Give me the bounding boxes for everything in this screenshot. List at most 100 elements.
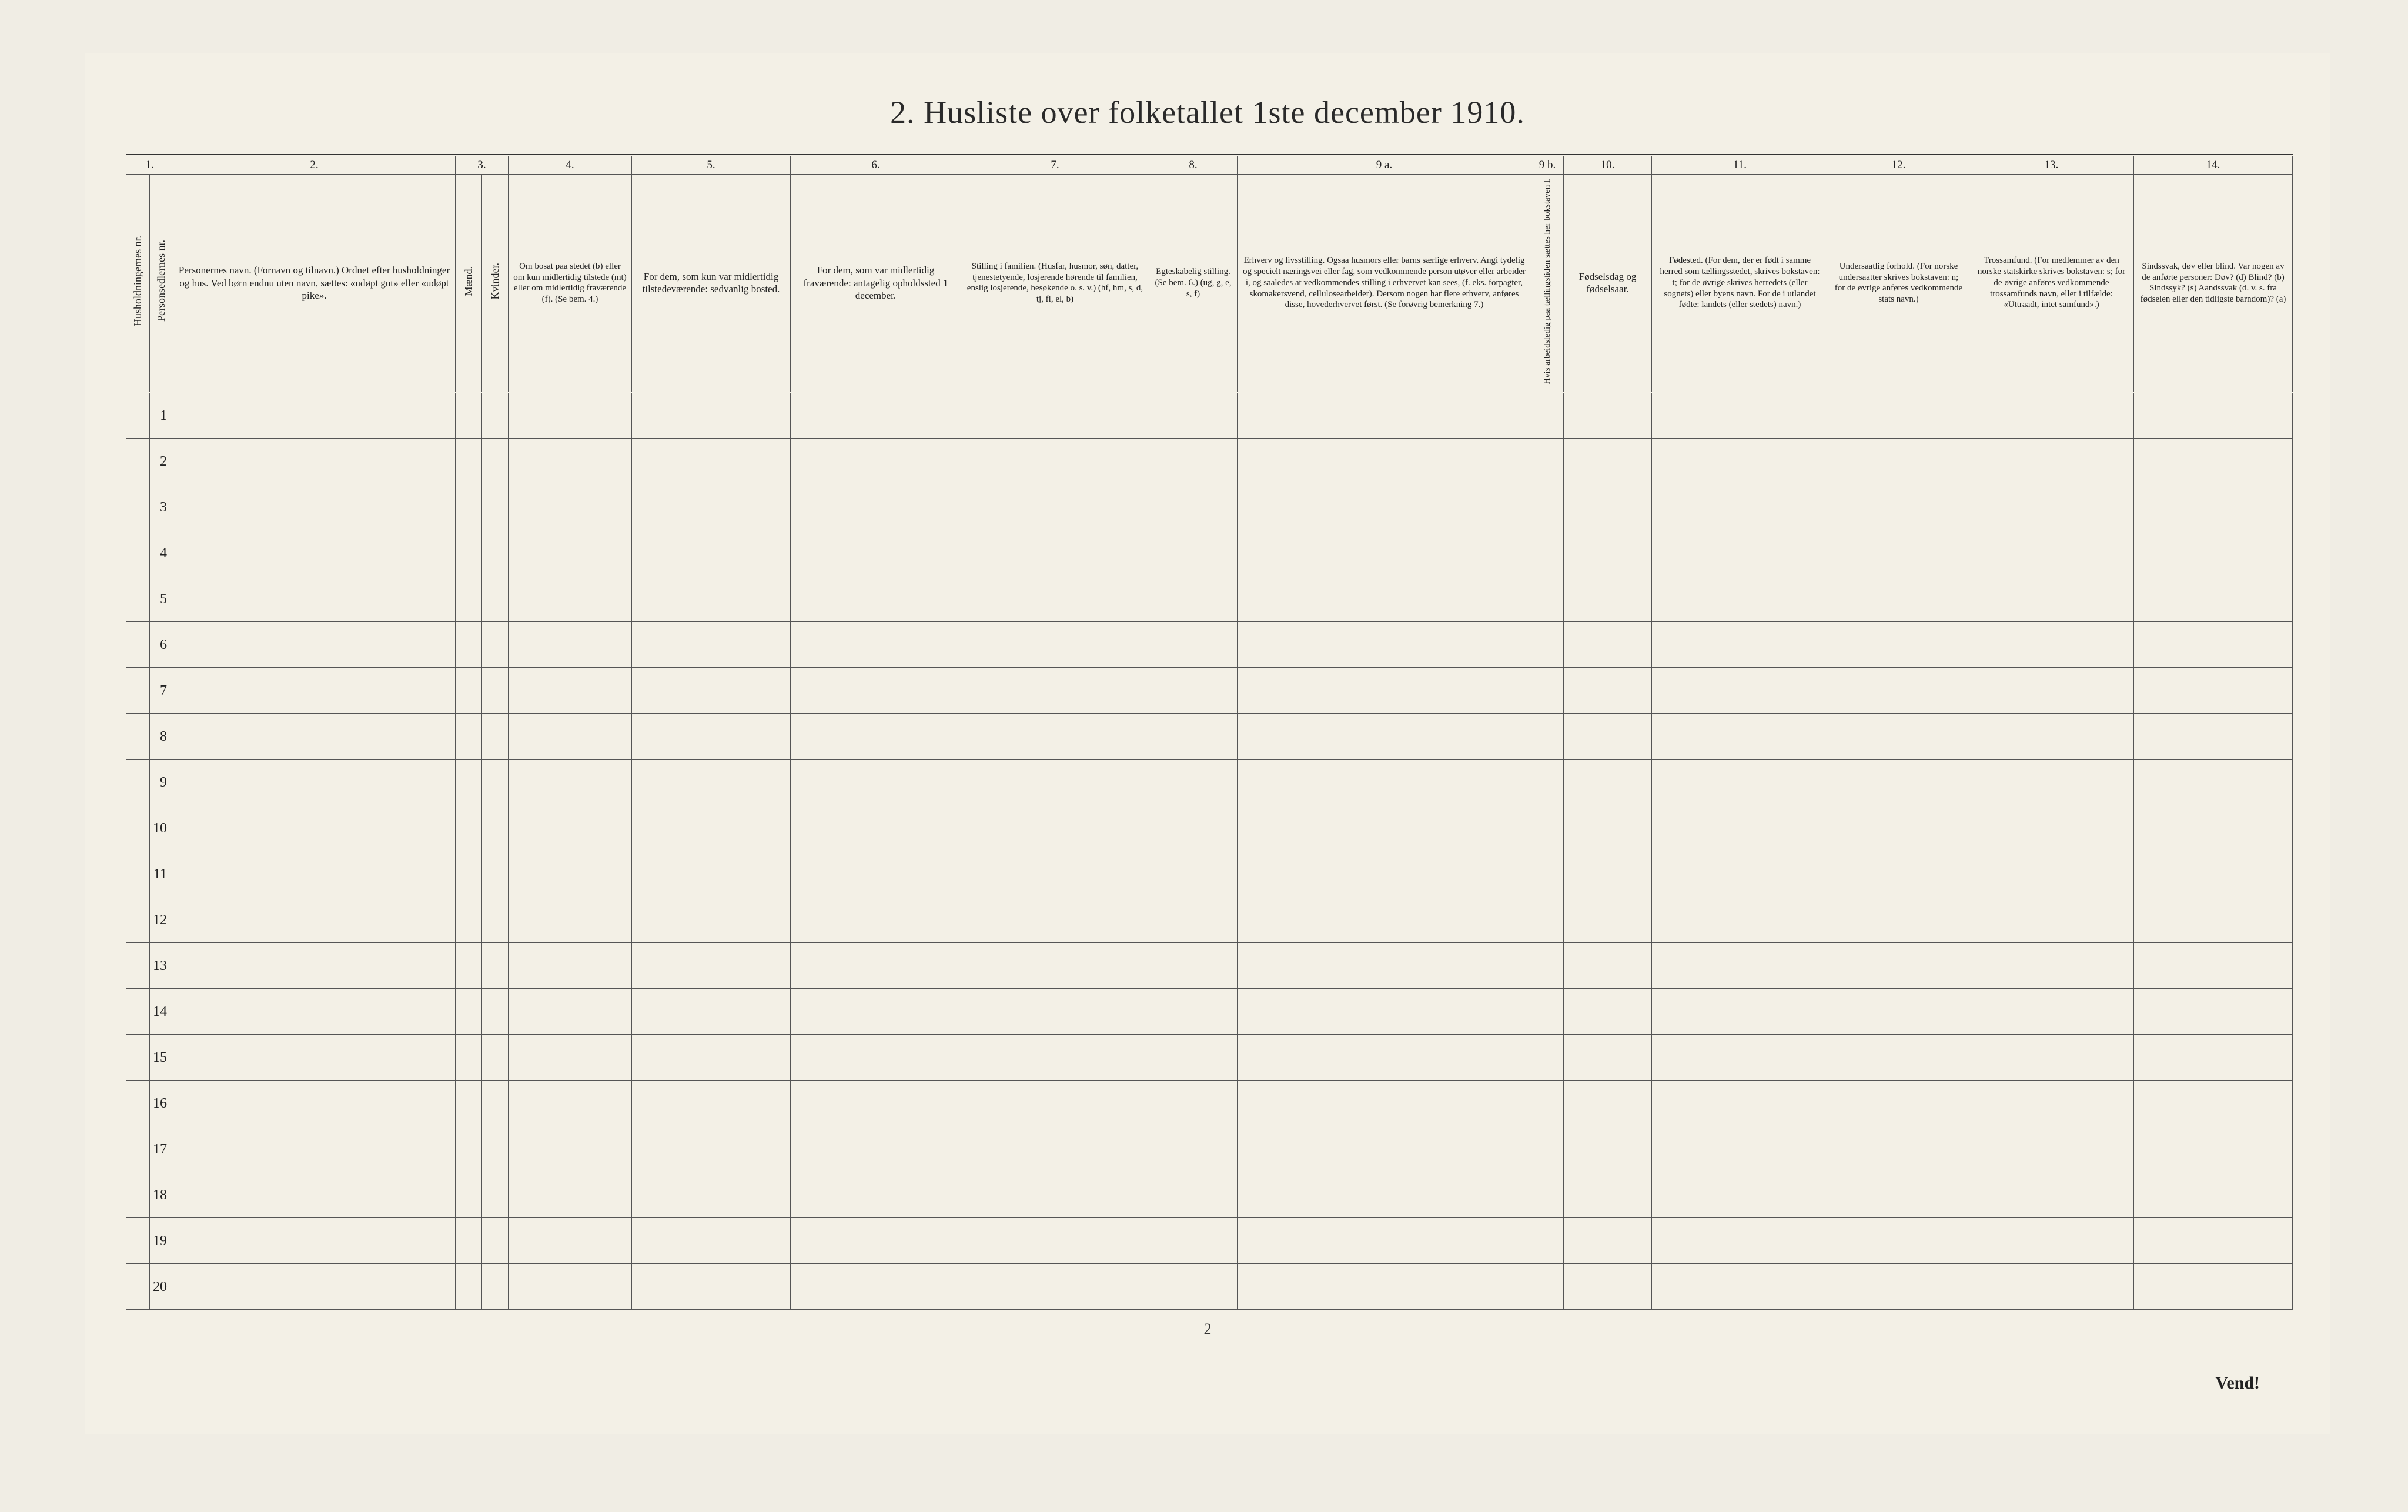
cell <box>1149 484 1238 530</box>
cell <box>632 897 791 943</box>
hdr-name: Personernes navn. (Fornavn og tilnavn.) … <box>173 174 456 393</box>
cell <box>2134 989 2293 1035</box>
cell <box>509 760 632 805</box>
cell-household-no <box>126 530 150 576</box>
hdr-marital: Egteskabelig stilling. (Se bem. 6.) (ug,… <box>1149 174 1238 393</box>
cell <box>961 484 1149 530</box>
cell-household-no <box>126 1081 150 1126</box>
cell <box>456 805 482 851</box>
cell <box>456 576 482 622</box>
cell <box>1564 851 1652 897</box>
cell <box>456 989 482 1035</box>
cell <box>1531 989 1564 1035</box>
cell <box>632 1126 791 1172</box>
cell <box>482 668 509 714</box>
cell <box>2134 484 2293 530</box>
cell <box>632 1035 791 1081</box>
cell <box>482 1126 509 1172</box>
cell <box>173 622 456 668</box>
cell <box>791 1081 961 1126</box>
cell <box>456 760 482 805</box>
hdr-birthdate: Fødselsdag og fødselsaar. <box>1564 174 1652 393</box>
cell <box>1969 1218 2134 1264</box>
cell <box>2134 851 2293 897</box>
cell-rownum: 19 <box>150 1218 173 1264</box>
cell <box>1238 989 1531 1035</box>
cell <box>1969 805 2134 851</box>
cell <box>1652 943 1828 989</box>
cell <box>791 805 961 851</box>
cell-household-no <box>126 484 150 530</box>
cell <box>173 989 456 1035</box>
cell <box>1969 714 2134 760</box>
cell <box>1969 622 2134 668</box>
cell <box>632 530 791 576</box>
cell <box>1149 1126 1238 1172</box>
cell <box>456 897 482 943</box>
cell <box>2134 760 2293 805</box>
cell <box>1828 1172 1969 1218</box>
cell <box>482 484 509 530</box>
cell <box>1828 805 1969 851</box>
cell <box>456 943 482 989</box>
cell <box>482 1264 509 1310</box>
cell <box>1652 393 1828 439</box>
cell <box>632 1264 791 1310</box>
cell <box>791 622 961 668</box>
cell <box>1564 1218 1652 1264</box>
cell-rownum: 10 <box>150 805 173 851</box>
cell <box>1828 760 1969 805</box>
cell <box>1149 1081 1238 1126</box>
cell <box>791 1172 961 1218</box>
cell <box>173 805 456 851</box>
cell <box>173 530 456 576</box>
cell <box>482 1172 509 1218</box>
column-number-row: 1. 2. 3. 4. 5. 6. 7. 8. 9 a. 9 b. 10. 11… <box>126 155 2293 174</box>
cell <box>791 897 961 943</box>
cell <box>791 1035 961 1081</box>
cell <box>173 576 456 622</box>
cell-household-no <box>126 393 150 439</box>
table-row: 4 <box>126 530 2293 576</box>
cell <box>1828 576 1969 622</box>
cell <box>1828 1218 1969 1264</box>
cell <box>1828 439 1969 484</box>
cell <box>1652 484 1828 530</box>
cell <box>961 1081 1149 1126</box>
cell-rownum: 13 <box>150 943 173 989</box>
hdr-household-no: Husholdningernes nr. <box>126 174 150 393</box>
cell <box>1652 1126 1828 1172</box>
cell-household-no <box>126 622 150 668</box>
cell <box>632 1172 791 1218</box>
cell <box>173 897 456 943</box>
cell <box>1564 484 1652 530</box>
turn-over-label: Vend! <box>2215 1373 2260 1393</box>
cell <box>509 1035 632 1081</box>
cell <box>173 851 456 897</box>
cell <box>1238 439 1531 484</box>
cell <box>632 805 791 851</box>
census-form-page: 2. Husliste over folketallet 1ste decemb… <box>85 53 2330 1434</box>
cell <box>1238 943 1531 989</box>
cell <box>1652 1264 1828 1310</box>
cell <box>1828 943 1969 989</box>
cell <box>456 622 482 668</box>
colnum-2: 2. <box>173 155 456 174</box>
cell <box>1969 943 2134 989</box>
cell <box>1652 1218 1828 1264</box>
cell <box>961 851 1149 897</box>
cell <box>456 668 482 714</box>
cell <box>509 530 632 576</box>
colnum-6: 6. <box>791 155 961 174</box>
cell <box>1828 393 1969 439</box>
cell <box>1238 714 1531 760</box>
cell-household-no <box>126 1264 150 1310</box>
cell <box>1564 989 1652 1035</box>
cell <box>1149 714 1238 760</box>
cell <box>173 668 456 714</box>
cell <box>173 1218 456 1264</box>
cell <box>1149 989 1238 1035</box>
colnum-1: 1. <box>126 155 173 174</box>
cell-rownum: 8 <box>150 714 173 760</box>
cell <box>1828 989 1969 1035</box>
